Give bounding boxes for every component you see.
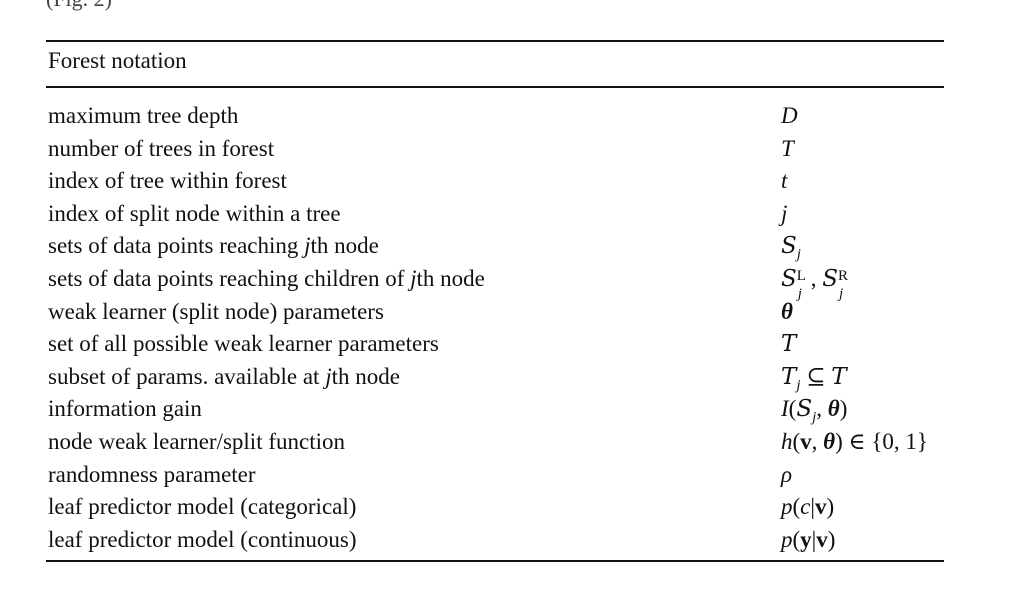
desc-suffix: th node bbox=[416, 265, 485, 291]
table-row-num-trees: number of trees in forest T bbox=[48, 134, 944, 167]
sym-set-full: T bbox=[831, 363, 847, 390]
notation-table: maximum tree depth D number of trees in … bbox=[48, 101, 944, 557]
sym-class-c: c bbox=[800, 494, 811, 520]
sym-relation: ⊆ bbox=[800, 363, 832, 389]
desc-suffix: th node bbox=[331, 363, 400, 389]
table-row-children-data: sets of data points reaching children of… bbox=[48, 264, 944, 302]
row-description: information gain bbox=[48, 396, 202, 422]
sym-function: p bbox=[781, 526, 793, 552]
table-bottom-rule bbox=[46, 560, 944, 562]
row-symbol: θ bbox=[781, 298, 793, 324]
table-row-split-function: node weak learner/split function h(v, θ)… bbox=[48, 427, 944, 460]
row-symbol: p(c|v) bbox=[781, 492, 834, 522]
row-symbol: Sj bbox=[781, 231, 801, 263]
sym-set-right: S bbox=[822, 265, 839, 292]
sym-set: S bbox=[796, 396, 813, 423]
sym-codomain: ∈ {0, 1} bbox=[842, 428, 928, 454]
table-row-weak-learner-params: weak learner (split node) parameters θ bbox=[48, 297, 944, 330]
row-symbol: T bbox=[781, 331, 797, 358]
sym-subscript: j bbox=[796, 246, 801, 263]
row-symbol: ρ bbox=[781, 461, 793, 487]
table-row-info-gain: information gain I(Sj, θ) bbox=[48, 394, 944, 427]
sym-open-paren: ( bbox=[792, 526, 801, 552]
sym-function: p bbox=[781, 494, 793, 520]
row-description: maximum tree depth bbox=[48, 103, 239, 128]
row-symbol: j bbox=[781, 200, 788, 226]
sym-bar: | bbox=[811, 526, 817, 552]
table-header-rule bbox=[46, 86, 944, 88]
row-description: weak learner (split node) parameters bbox=[48, 298, 384, 324]
desc-prefix: sets of data points reaching bbox=[48, 233, 305, 259]
sym-set: T bbox=[781, 363, 797, 390]
row-description: number of trees in forest bbox=[48, 135, 275, 161]
table-top-rule bbox=[46, 40, 944, 42]
sym-close-paren: ) bbox=[839, 396, 848, 422]
row-symbol: h(v, θ) ∈ {0, 1} bbox=[781, 427, 928, 457]
sym-superscript-left: L bbox=[796, 267, 806, 284]
sym-theta: θ bbox=[827, 396, 840, 422]
row-description: leaf predictor model (categorical) bbox=[48, 494, 357, 520]
desc-suffix: th node bbox=[310, 233, 379, 259]
desc-variable: j bbox=[325, 363, 332, 389]
sym-set-left: S bbox=[781, 265, 797, 292]
row-symbol: I(Sj, θ) bbox=[781, 394, 848, 426]
sym-vector-v: v bbox=[816, 526, 828, 552]
row-description: subset of params. available at jth node bbox=[48, 362, 400, 392]
sym-separator: , bbox=[810, 265, 823, 291]
sym-function: h bbox=[781, 428, 793, 454]
desc-prefix: sets of data points reaching children of bbox=[48, 265, 411, 291]
sym-open-paren: ( bbox=[788, 396, 797, 422]
sym-vector-y: y bbox=[800, 526, 812, 552]
sym-comma: , bbox=[811, 428, 824, 454]
sym-subscript: j bbox=[796, 377, 801, 394]
desc-variable: j bbox=[304, 233, 311, 259]
sym-subscript-left: j bbox=[797, 285, 802, 302]
row-symbol: t bbox=[781, 168, 788, 194]
sym-function: I bbox=[781, 396, 789, 422]
row-description: index of split node within a tree bbox=[48, 200, 341, 226]
sym-set: S bbox=[781, 233, 797, 260]
row-description: sets of data points reaching jth node bbox=[48, 231, 379, 261]
row-symbol: T bbox=[781, 135, 794, 161]
desc-variable: j bbox=[410, 265, 417, 291]
sym-close-paren: ) bbox=[835, 428, 843, 454]
table-row-node-data: sets of data points reaching jth node Sj bbox=[48, 231, 944, 264]
sym-open-paren: ( bbox=[792, 494, 801, 520]
row-symbol: p(y|v) bbox=[781, 525, 835, 555]
row-description: leaf predictor model (continuous) bbox=[48, 526, 357, 552]
desc-prefix: subset of params. available at bbox=[48, 363, 326, 389]
row-description: set of all possible weak learner paramet… bbox=[48, 331, 439, 357]
row-description: sets of data points reaching children of… bbox=[48, 264, 485, 294]
sym-superscript-right: R bbox=[838, 267, 849, 284]
row-symbol: D bbox=[781, 103, 798, 128]
sym-subscript-right: j bbox=[839, 285, 844, 302]
sym-open-paren: ( bbox=[792, 428, 801, 454]
sym-bar: | bbox=[810, 494, 815, 520]
table-row-all-params: set of all possible weak learner paramet… bbox=[48, 329, 944, 362]
sym-close-paren: ) bbox=[826, 494, 835, 520]
sym-close-paren: ) bbox=[827, 526, 836, 552]
table-header-title: Forest notation bbox=[48, 48, 187, 73]
table-row-node-index: index of split node within a tree j bbox=[48, 199, 944, 232]
row-description: randomness parameter bbox=[48, 461, 256, 487]
row-description: index of tree within forest bbox=[48, 168, 287, 194]
row-description: node weak learner/split function bbox=[48, 428, 345, 454]
row-symbol: Tj ⊆ T bbox=[781, 362, 847, 394]
table-row-leaf-continuous: leaf predictor model (continuous) p(y|v) bbox=[48, 525, 944, 558]
table-row-tree-index: index of tree within forest t bbox=[48, 166, 944, 199]
table-row-leaf-categorical: leaf predictor model (categorical) p(c|v… bbox=[48, 492, 944, 525]
sym-theta: θ bbox=[823, 428, 836, 454]
previous-text-fragment: (Fig. 2) bbox=[46, 0, 112, 10]
sym-comma: , bbox=[816, 396, 828, 422]
table-row-max-depth: maximum tree depth D bbox=[48, 101, 944, 134]
table-row-param-subset: subset of params. available at jth node … bbox=[48, 362, 944, 395]
sym-vector-v: v bbox=[815, 494, 827, 520]
sym-vector-v: v bbox=[800, 428, 812, 454]
table-row-randomness: randomness parameter ρ bbox=[48, 460, 944, 493]
sym-subscript: j bbox=[812, 409, 817, 426]
